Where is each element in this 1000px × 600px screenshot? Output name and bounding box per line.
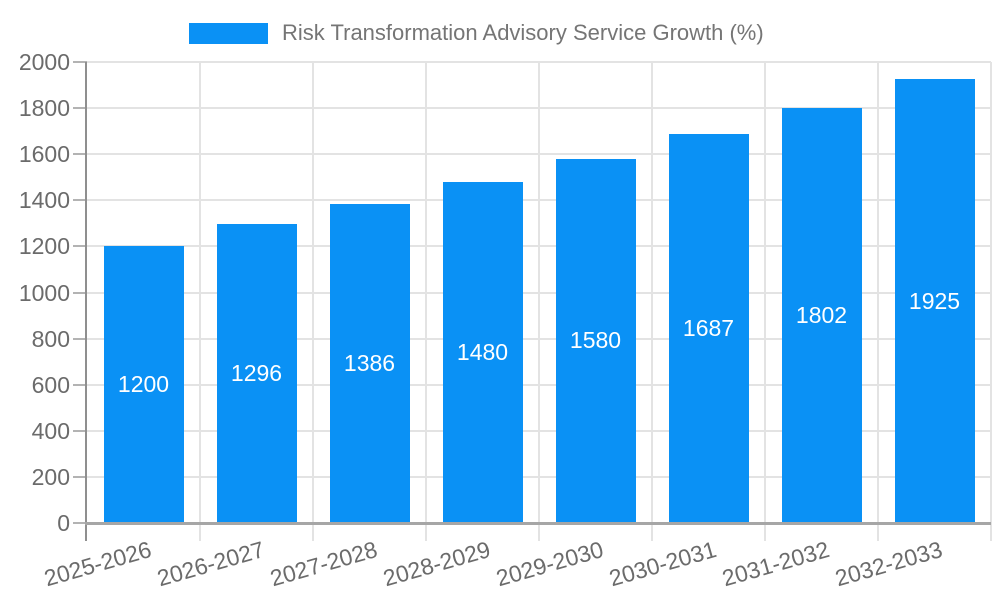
y-axis-tick [73, 383, 87, 386]
gridline-vertical [538, 62, 540, 541]
gridline-vertical [764, 62, 766, 541]
y-axis-tick [73, 337, 87, 340]
gridline-vertical [651, 62, 653, 541]
x-axis-label: 2027-2028 [266, 536, 380, 592]
y-axis-label: 800 [31, 325, 70, 352]
y-axis-label: 1800 [18, 95, 70, 122]
y-axis-label: 1600 [18, 141, 70, 168]
gridline-vertical [877, 62, 879, 541]
x-axis-label: 2028-2029 [379, 536, 493, 592]
x-axis-label: 2030-2031 [605, 536, 719, 592]
y-axis-tick [73, 61, 87, 63]
y-axis-tick [73, 199, 87, 202]
gridline-vertical [425, 62, 427, 541]
y-axis-tick [73, 429, 87, 432]
y-axis-label: 0 [57, 510, 70, 536]
bar-value-label: 1580 [569, 327, 622, 354]
y-axis-label: 200 [31, 463, 70, 490]
gridline-vertical [199, 62, 201, 541]
y-axis-tick [73, 245, 87, 248]
bar[interactable]: 1802 [781, 107, 862, 523]
bar[interactable]: 1687 [668, 134, 749, 523]
legend[interactable]: Risk Transformation Advisory Service Gro… [189, 20, 764, 46]
y-axis-tick [73, 522, 87, 524]
gridline-vertical [990, 62, 992, 541]
bar[interactable]: 1386 [329, 203, 410, 523]
bar-value-label: 1296 [230, 360, 283, 387]
bar[interactable]: 1925 [894, 79, 975, 523]
x-axis-label: 2032-2033 [831, 536, 945, 592]
y-axis-tick [73, 291, 87, 294]
x-axis-label: 2025-2026 [40, 536, 154, 592]
bar-value-label: 1925 [908, 287, 961, 314]
bar-value-label: 1200 [117, 371, 170, 398]
bar-value-label: 1802 [795, 301, 848, 328]
x-axis-label: 2026-2027 [153, 536, 267, 592]
y-axis-label: 1200 [18, 233, 70, 260]
bar[interactable]: 1200 [103, 246, 184, 523]
bar-value-label: 1480 [456, 338, 509, 365]
y-axis-label: 1400 [18, 187, 70, 214]
x-axis-label: 2029-2030 [492, 536, 606, 592]
legend-label: Risk Transformation Advisory Service Gro… [282, 20, 764, 45]
bar[interactable]: 1296 [216, 224, 297, 523]
y-axis-label: 1000 [18, 279, 70, 306]
y-axis-label: 600 [31, 371, 70, 398]
y-axis-line [85, 62, 87, 541]
y-axis-label: 2000 [18, 49, 70, 75]
y-axis-tick [73, 475, 87, 478]
y-axis-tick [73, 107, 87, 110]
bar-value-label: 1386 [343, 349, 396, 376]
x-axis-label: 2031-2032 [718, 536, 832, 592]
x-axis-line [85, 522, 991, 525]
gridline-vertical [312, 62, 314, 541]
bar[interactable]: 1580 [555, 158, 636, 523]
bar[interactable]: 1480 [442, 181, 523, 523]
y-axis-label: 400 [31, 417, 70, 444]
y-axis-tick [73, 153, 87, 156]
legend-swatch-icon[interactable] [189, 22, 268, 44]
bar-value-label: 1687 [682, 315, 735, 342]
